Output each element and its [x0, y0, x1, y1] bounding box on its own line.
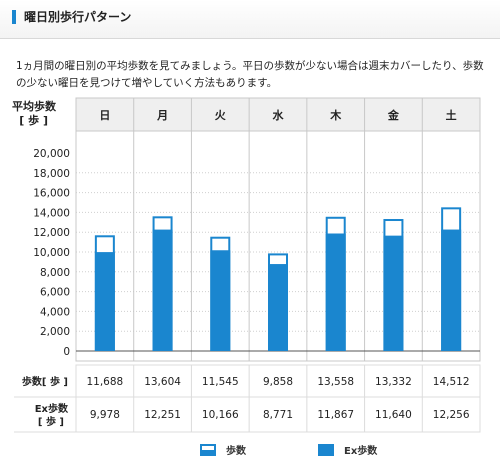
day-header-label: 木	[329, 108, 342, 122]
table-cell: 13,332	[375, 376, 412, 388]
day-header-label: 金	[387, 108, 400, 122]
y-tick-label: 0	[63, 346, 70, 358]
section-title: 曜日別歩行パターン	[12, 10, 131, 24]
ex-steps-bar	[268, 264, 288, 351]
day-header-label: 日	[99, 109, 110, 122]
table-cell: 13,604	[144, 376, 181, 388]
table-cell: 10,166	[202, 409, 239, 421]
y-tick-label: 14,000	[33, 207, 70, 219]
y-tick-label: 20,000	[33, 148, 70, 160]
table-cell: 9,858	[263, 376, 293, 388]
table-cell: 13,558	[317, 376, 354, 388]
ex-steps-bar	[441, 229, 462, 351]
table-row-label: 歩数[ 歩 ]	[22, 375, 68, 388]
legend-ex-label: Ex歩数	[344, 444, 378, 457]
table-cell: 11,688	[86, 376, 123, 388]
table-row-label: Ex歩数	[35, 402, 69, 415]
day-header-band	[75, 97, 481, 132]
y-tick-label: 2,000	[40, 326, 70, 338]
table-cell: 9,978	[90, 409, 120, 421]
y-tick-label: 12,000	[33, 227, 70, 239]
day-header-label: 月	[156, 109, 168, 122]
y-tick-label: 10,000	[33, 247, 70, 259]
table-cell: 8,771	[263, 409, 293, 421]
ex-steps-bar	[152, 229, 173, 351]
table-cell: 11,545	[202, 376, 239, 388]
table-cell: 14,512	[433, 376, 470, 388]
steps-bar-inner	[154, 218, 171, 230]
day-header-label: 火	[215, 109, 227, 122]
section-header: 曜日別歩行パターン	[0, 0, 500, 39]
y-tick-label: 8,000	[40, 267, 70, 279]
y-axis-unit: [ 歩 ]	[19, 113, 48, 127]
legend-steps-label: 歩数	[226, 444, 247, 457]
y-axis-label: 平均歩数	[12, 99, 57, 113]
y-tick-label: 6,000	[40, 287, 70, 299]
legend-steps-swatch-inner	[202, 446, 214, 450]
day-header-label: 土	[446, 108, 457, 122]
steps-bar-inner	[443, 209, 460, 230]
y-tick-label: 18,000	[33, 168, 70, 180]
table-row-unit: [ 歩 ]	[38, 415, 64, 428]
section-description: 1ヵ月間の曜日別の平均歩数を見てみましょう。平日の歩数が少ない場合は週末カバーし…	[16, 60, 484, 89]
steps-bar-inner	[212, 238, 229, 251]
ex-steps-bar	[325, 233, 346, 351]
table-cell: 11,640	[375, 409, 412, 421]
ex-steps-bar	[210, 250, 231, 351]
day-header-label: 水	[273, 108, 285, 122]
steps-bar-inner	[270, 255, 286, 265]
table-cell: 12,251	[144, 409, 181, 421]
y-tick-label: 4,000	[40, 306, 70, 318]
y-tick-label: 16,000	[33, 188, 70, 200]
legend-ex-swatch	[318, 444, 334, 456]
table-cell: 12,256	[433, 409, 470, 421]
steps-bar-inner	[96, 237, 113, 253]
table-cell: 11,867	[317, 409, 354, 421]
steps-bar-inner	[327, 218, 344, 234]
ex-steps-bar	[383, 235, 404, 351]
steps-bar-inner	[385, 221, 402, 236]
ex-steps-bar	[94, 252, 115, 351]
